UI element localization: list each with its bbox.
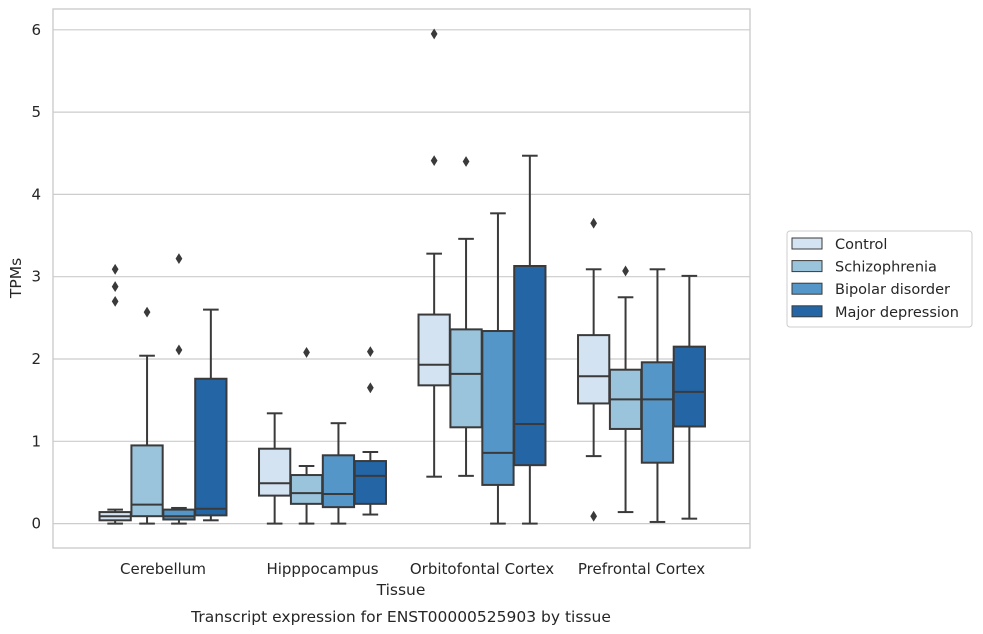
box-control (98, 263, 132, 525)
y-tick-label: 0 (31, 515, 41, 533)
outlier-point (622, 265, 629, 277)
box-iqr (577, 334, 611, 405)
y-tick-label: 2 (31, 350, 41, 368)
box-control (577, 217, 611, 522)
x-tick-labels: Cerebellum Hipppocampus Orbitofontal Corte… (120, 560, 705, 578)
y-tick-label: 1 (31, 432, 41, 450)
box-iqr (513, 265, 547, 467)
x-tick-label: Hipppocampus (266, 560, 378, 578)
plot-frame (52, 8, 751, 549)
legend-swatch (791, 282, 823, 295)
box-bipolar-disorder (640, 268, 675, 523)
box-major-depression (194, 308, 228, 522)
outlier-point (111, 281, 119, 292)
legend-label: Control (835, 237, 887, 253)
y-axis-label: TPMs (7, 258, 25, 299)
box-series (98, 28, 706, 525)
box-major-depression (672, 274, 706, 520)
outlier-point (175, 253, 183, 264)
box-control (258, 412, 292, 525)
box-schizophrenia (130, 306, 164, 525)
box-iqr (640, 361, 675, 464)
box-schizophrenia (289, 347, 324, 525)
outlier-point (590, 217, 598, 229)
legend-swatch (791, 260, 823, 273)
x-axis-label: Tissue (376, 581, 426, 599)
box-bipolar-disorder (481, 212, 515, 525)
x-tick-label: Orbitofontal Cortex (410, 560, 554, 578)
legend-swatch (791, 237, 823, 250)
x-tick-label: Cerebellum (120, 560, 206, 578)
outlier-point (366, 346, 374, 357)
box-bipolar-disorder (321, 422, 356, 525)
legend: Control Schizophrenia Bipolar disorder Majo… (786, 230, 973, 328)
y-tick-label: 3 (31, 268, 41, 286)
outlier-point (430, 28, 438, 40)
box-major-depression (353, 346, 387, 516)
outlier-point (430, 155, 438, 167)
box-iqr (481, 330, 515, 486)
box-iqr (449, 328, 483, 429)
box-iqr (417, 313, 451, 387)
outlier-point (175, 344, 183, 356)
legend-label: Schizophrenia (835, 260, 937, 276)
outlier-point (111, 263, 119, 275)
x-tick-label: Prefrontal Cortex (578, 560, 705, 578)
gridlines (53, 29, 750, 525)
y-tick-label: 4 (31, 185, 41, 203)
outlier-point (143, 306, 151, 318)
outlier-point (590, 510, 598, 522)
box-iqr (353, 460, 387, 505)
box-control (417, 28, 451, 478)
legend-frame (786, 230, 973, 328)
box-iqr (162, 508, 196, 521)
outlier-point (462, 156, 470, 167)
outlier-point (111, 295, 119, 307)
box-iqr (289, 474, 324, 505)
box-iqr (321, 454, 356, 509)
box-iqr (194, 377, 228, 517)
y-tick-label: 5 (31, 103, 41, 121)
legend-label: Major depression (835, 305, 959, 321)
outlier-point (303, 347, 310, 358)
y-tick-labels: 0 1 2 3 4 5 6 (31, 21, 41, 533)
box-iqr (258, 447, 292, 497)
chart-caption: Transcript expression for ENST0000052590… (190, 608, 611, 626)
legend-label: Bipolar disorder (835, 282, 950, 298)
legend-swatch (791, 305, 823, 318)
outlier-point (366, 382, 374, 394)
y-tick-label: 6 (31, 21, 41, 39)
box-major-depression (513, 154, 547, 525)
box-schizophrenia (449, 156, 483, 477)
box-iqr (672, 345, 706, 428)
box-schizophrenia (608, 265, 643, 514)
box-bipolar-disorder (162, 253, 196, 525)
